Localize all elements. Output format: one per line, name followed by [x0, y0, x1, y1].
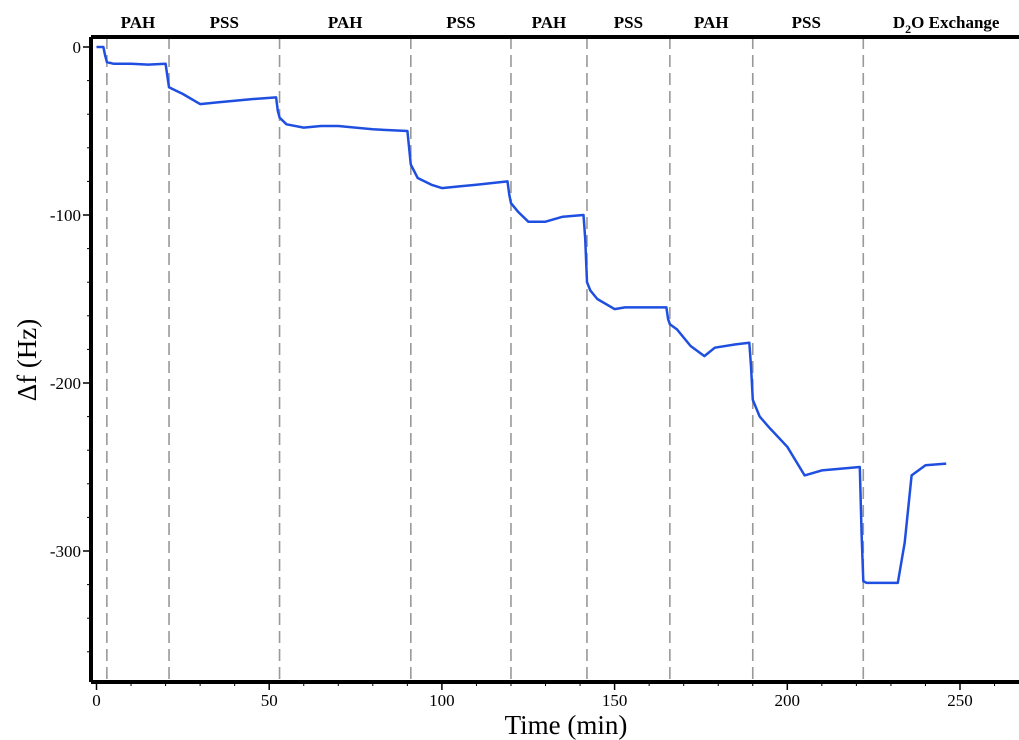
- y-tick-label-2: -200: [50, 374, 81, 393]
- x-tick-label-50: 50: [261, 691, 278, 710]
- phase-label-3: PSS: [446, 13, 475, 32]
- phase-label-6: PAH: [694, 13, 729, 32]
- phase-label-8: D2O Exchange: [893, 13, 1000, 36]
- phase-label-5: PSS: [614, 13, 643, 32]
- phase-label-2: PAH: [328, 13, 363, 32]
- y-ticks: 0 -100 -200 -300: [50, 38, 91, 653]
- phase-label-1: PSS: [210, 13, 239, 32]
- y-tick-label-0: 0: [73, 38, 82, 57]
- axes-layer: [89, 35, 1019, 684]
- x-ticks: 0 50 100 150 200 250: [92, 682, 996, 710]
- phase-label-7: PSS: [792, 13, 821, 32]
- series-layer: [96, 45, 947, 585]
- x-axis-title: Time (min): [505, 710, 628, 740]
- series-line-0: [96, 45, 947, 585]
- x-tick-label-100: 100: [429, 691, 455, 710]
- phase-label-0: PAH: [121, 13, 156, 32]
- x-tick-label-150: 150: [602, 691, 628, 710]
- x-tick-label-250: 250: [947, 691, 973, 710]
- phase-labels: PAH PSS PAH PSS PAH PSS PAH PSS D2O Exchange: [121, 13, 1000, 36]
- y-tick-label-1: -100: [50, 206, 81, 225]
- x-tick-label-0: 0: [92, 691, 101, 710]
- y-tick-label-3: -300: [50, 542, 81, 561]
- phase-label-4: PAH: [532, 13, 567, 32]
- y-axis-title: Δf (Hz): [12, 319, 42, 402]
- x-tick-label-200: 200: [775, 691, 801, 710]
